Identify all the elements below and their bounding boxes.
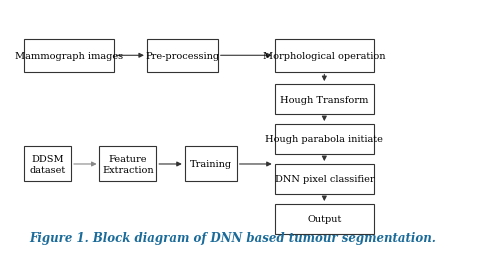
Bar	[24, 40, 114, 72]
Bar	[275, 124, 374, 154]
Bar	[275, 164, 374, 194]
Text: Training: Training	[190, 160, 232, 169]
Text: Morphological operation: Morphological operation	[263, 52, 385, 60]
Bar	[275, 40, 374, 72]
Text: Feature
Extraction: Feature Extraction	[102, 155, 154, 174]
Bar	[275, 85, 374, 115]
Text: Pre-processing: Pre-processing	[145, 52, 219, 60]
Text: Hough Transform: Hough Transform	[280, 95, 369, 104]
Bar	[24, 147, 71, 182]
Text: DDSM
dataset: DDSM dataset	[29, 155, 66, 174]
Bar	[275, 204, 374, 234]
Text: Mammograph images: Mammograph images	[14, 52, 123, 60]
Text: DNN pixel classifier: DNN pixel classifier	[274, 175, 374, 184]
Text: Figure 1. Block diagram of DNN based tumour segmentation.: Figure 1. Block diagram of DNN based tum…	[29, 231, 436, 244]
Text: Output: Output	[307, 215, 341, 224]
Bar	[99, 147, 156, 182]
Text: Hough parabola initiate: Hough parabola initiate	[265, 135, 384, 144]
Bar	[147, 40, 218, 72]
Bar	[185, 147, 237, 182]
